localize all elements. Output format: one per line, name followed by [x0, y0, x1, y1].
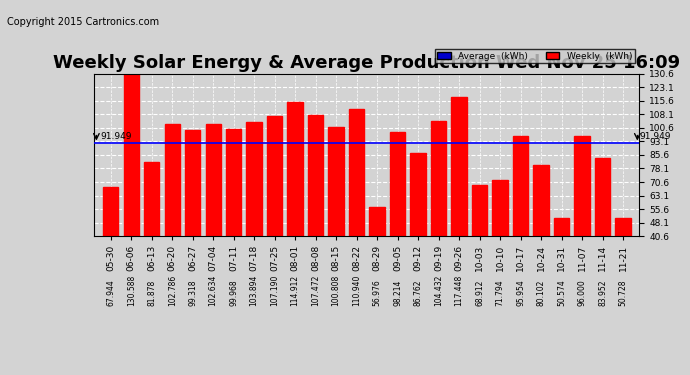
Legend: Average  (kWh), Weekly  (kWh): Average (kWh), Weekly (kWh) — [435, 49, 635, 63]
Bar — [493, 180, 508, 309]
Text: 100.808: 100.808 — [332, 274, 341, 306]
Bar — [226, 129, 242, 309]
Text: 71.794: 71.794 — [495, 279, 504, 306]
Text: 107.472: 107.472 — [311, 274, 320, 306]
Text: 117.448: 117.448 — [455, 274, 464, 306]
Text: 99.968: 99.968 — [229, 279, 238, 306]
Text: 50.728: 50.728 — [618, 279, 627, 306]
Bar — [206, 124, 221, 309]
Text: 98.214: 98.214 — [393, 279, 402, 306]
Bar — [103, 187, 119, 309]
Bar — [574, 136, 590, 309]
Text: 114.912: 114.912 — [290, 275, 299, 306]
Bar — [164, 124, 180, 309]
Text: 50.574: 50.574 — [557, 279, 566, 306]
Text: 95.954: 95.954 — [516, 279, 525, 306]
Bar — [288, 102, 303, 309]
Text: 56.976: 56.976 — [373, 279, 382, 306]
Bar — [267, 116, 282, 309]
Bar — [533, 165, 549, 309]
Text: 91.949: 91.949 — [101, 132, 132, 141]
Bar — [554, 218, 569, 309]
Bar — [513, 136, 529, 309]
Bar — [451, 98, 466, 309]
Text: Copyright 2015 Cartronics.com: Copyright 2015 Cartronics.com — [7, 17, 159, 27]
Text: 91.949: 91.949 — [640, 132, 671, 141]
Text: 80.102: 80.102 — [537, 279, 546, 306]
Bar — [390, 132, 405, 309]
Bar — [185, 130, 200, 309]
Text: 110.940: 110.940 — [352, 274, 361, 306]
Bar — [369, 207, 385, 309]
Bar — [472, 185, 487, 309]
Text: 102.634: 102.634 — [208, 274, 218, 306]
Title: Weekly Solar Energy & Average Production Wed Nov 25 16:09: Weekly Solar Energy & Average Production… — [53, 54, 680, 72]
Text: 130.588: 130.588 — [127, 274, 136, 306]
Text: 83.952: 83.952 — [598, 279, 607, 306]
Text: 96.000: 96.000 — [578, 279, 586, 306]
Bar — [308, 116, 324, 309]
Text: 99.318: 99.318 — [188, 279, 197, 306]
Bar — [349, 109, 364, 309]
Bar — [595, 158, 610, 309]
Bar — [615, 218, 631, 309]
Bar — [246, 122, 262, 309]
Bar — [328, 128, 344, 309]
Bar — [124, 74, 139, 309]
Text: 107.190: 107.190 — [270, 274, 279, 306]
Bar — [144, 162, 159, 309]
Bar — [411, 153, 426, 309]
Text: 104.432: 104.432 — [434, 274, 443, 306]
Text: 103.894: 103.894 — [250, 274, 259, 306]
Bar — [431, 121, 446, 309]
Text: 86.762: 86.762 — [413, 279, 422, 306]
Text: 68.912: 68.912 — [475, 279, 484, 306]
Text: 102.786: 102.786 — [168, 274, 177, 306]
Text: 67.944: 67.944 — [106, 279, 115, 306]
Text: 81.878: 81.878 — [147, 280, 156, 306]
